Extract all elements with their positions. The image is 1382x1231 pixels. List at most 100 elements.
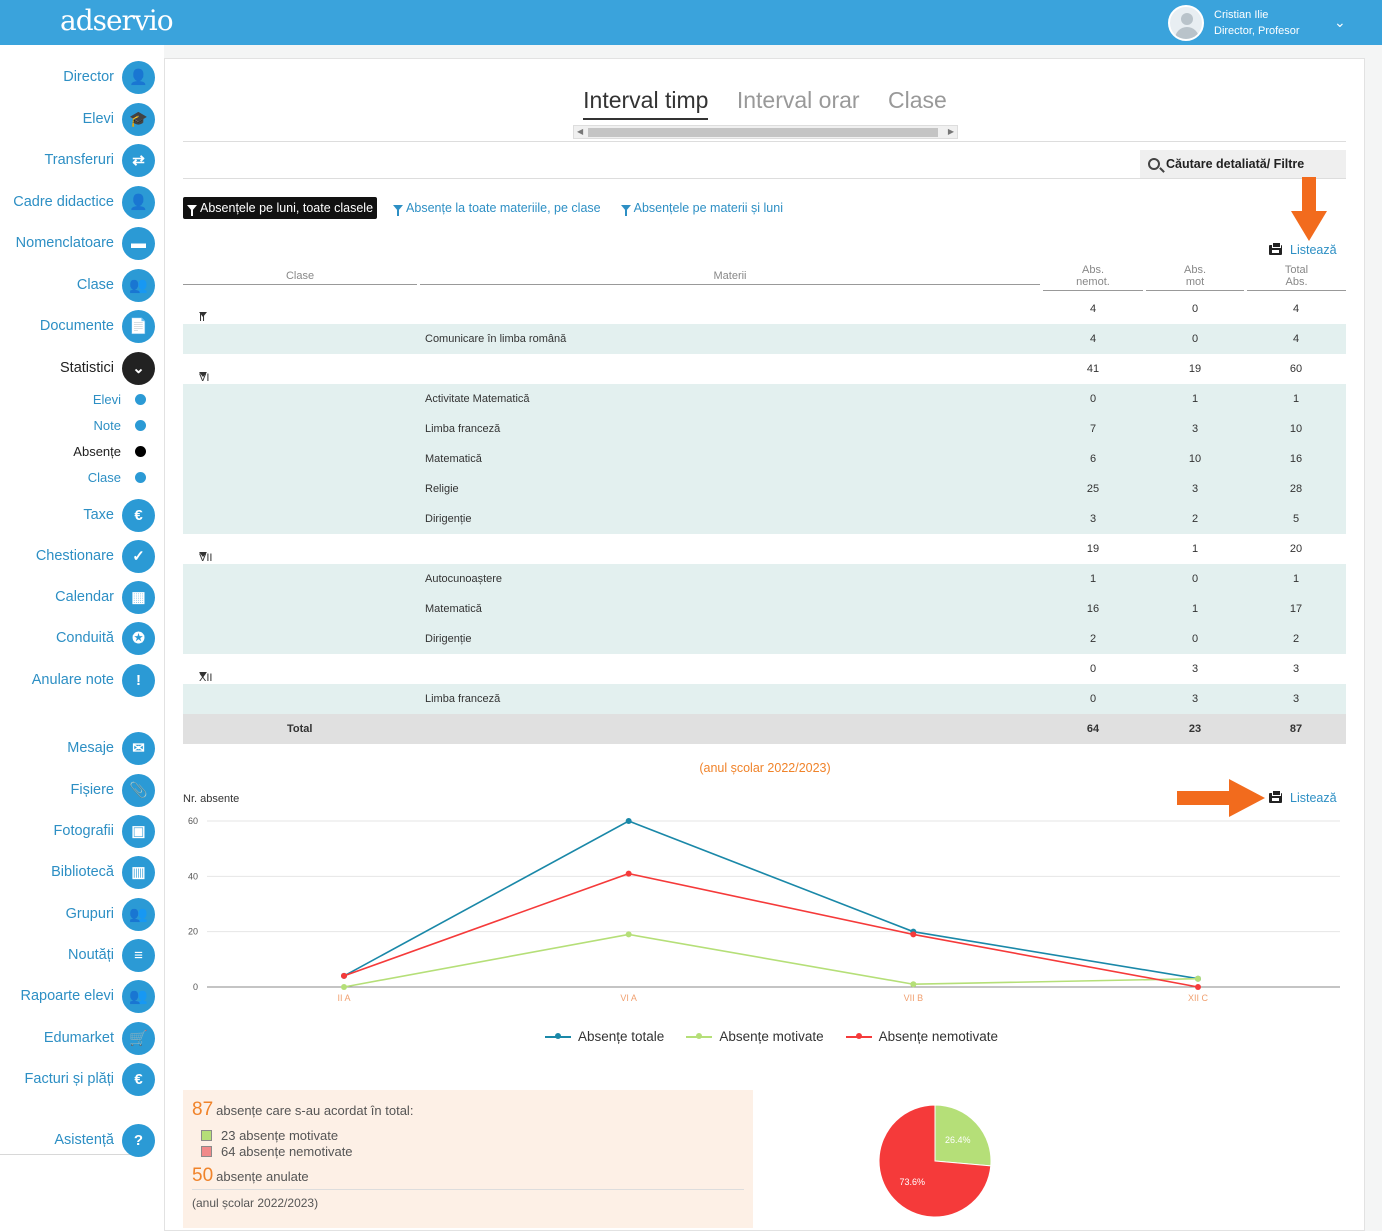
scroll-thumb[interactable] xyxy=(588,128,938,137)
abs-nemot-cell: 7 xyxy=(1089,423,1097,435)
series-line xyxy=(343,872,1199,988)
app-logo[interactable]: adservio xyxy=(60,4,174,37)
class-row[interactable]: II A404 xyxy=(183,294,1346,336)
summary-year: (anul școlar 2022/2023) xyxy=(192,1196,319,1210)
abs-mot-cell: 3 xyxy=(1191,693,1199,705)
sidebar-item-fotografii[interactable]: Fotografii ▣ xyxy=(54,814,155,848)
sidebar-item-chestionare[interactable]: Chestionare ✓ xyxy=(36,539,155,573)
subject-row: Matematică 6 10 16 xyxy=(183,444,1346,474)
sidebar-item-nomenclatoare[interactable]: Nomenclatoare ▬ xyxy=(16,226,155,260)
header-text: mot xyxy=(1185,276,1205,288)
print-table-link[interactable]: Listează xyxy=(1269,242,1337,257)
absences-pie-chart: 26.4% 73.6% xyxy=(878,1104,992,1218)
legend-item[interactable]: Absențe totale xyxy=(545,1029,664,1044)
sidebar-item-clase[interactable]: Clase 👥 xyxy=(77,268,155,302)
filter-label: Absențele pe materii și luni xyxy=(633,201,783,215)
abs-mot-cell: 1 xyxy=(1191,603,1199,615)
sidebar-item-mesaje[interactable]: Mesaje ✉ xyxy=(67,731,155,765)
legend-item[interactable]: Absențe nemotivate xyxy=(845,1029,998,1044)
tab-scrollbar[interactable]: ◀ ▶ xyxy=(573,125,958,139)
envelope-icon: ✉ xyxy=(122,731,155,765)
sidebar-item-fișiere[interactable]: Fișiere 📎 xyxy=(70,773,155,807)
sidebar-item-rapoarte-elevi[interactable]: Rapoarte elevi 👥 xyxy=(20,979,155,1013)
sidebar-item-director[interactable]: Director 👤 xyxy=(63,60,155,94)
sidebar-item-transferuri[interactable]: Transferuri ⇄ xyxy=(44,143,155,177)
col-total-abs: Total Abs. xyxy=(1247,264,1346,291)
abs-nemot-cell: 2 xyxy=(1089,633,1097,645)
sidebar-item-edumarket[interactable]: Edumarket 🛒 xyxy=(44,1021,155,1055)
filter-bar: Absențele pe luni, toate clasele Absențe… xyxy=(183,197,799,219)
tab-interval-timp[interactable]: Interval timp xyxy=(583,87,709,120)
cancelled-text: absențe anulate xyxy=(216,1169,309,1184)
data-point xyxy=(1195,984,1201,990)
sidebar-item-noutăți[interactable]: Noutăți ≡ xyxy=(68,938,155,972)
sidebar-subitem-note[interactable]: Note xyxy=(94,415,146,435)
total-label: Total xyxy=(287,723,313,735)
subject-row: Limba franceză 7 3 10 xyxy=(183,414,1346,444)
data-point xyxy=(341,972,347,979)
tab-interval-orar[interactable]: Interval orar xyxy=(736,87,860,113)
legend-item[interactable]: Absențe motivate xyxy=(686,1029,824,1044)
table-header: Clase Materii Abs. nemot. Abs. mot Total Ab… xyxy=(183,259,1346,294)
scroll-left-icon[interactable]: ◀ xyxy=(577,127,584,136)
euro-icon: € xyxy=(122,1062,155,1096)
detailed-search-button[interactable]: Căutare detaliată/ Filtre xyxy=(1140,150,1346,178)
sidebar-item-cadre-didactice[interactable]: Cadre didactice 👤 xyxy=(13,185,155,219)
abs-total-cell: 3 xyxy=(1292,663,1300,675)
caret-down-icon[interactable] xyxy=(199,372,207,377)
tab-clase[interactable]: Clase xyxy=(888,87,947,113)
sidebar-item-grupuri[interactable]: Grupuri 👥 xyxy=(66,897,155,931)
sidebar-item-label: Rapoarte elevi xyxy=(20,988,115,1004)
user-role: Director, Profesor xyxy=(1214,25,1300,37)
caret-down-icon[interactable] xyxy=(199,672,207,677)
filter-absences-by-month[interactable]: Absențele pe luni, toate clasele xyxy=(183,197,378,219)
caret-down-icon[interactable] xyxy=(199,552,207,557)
y-tick-label: 0 xyxy=(193,982,198,992)
sidebar-subitem-clase[interactable]: Clase xyxy=(88,467,146,487)
sidebar-item-facturi-și-plăți[interactable]: Facturi și plăți € xyxy=(25,1062,155,1096)
subject-name: Activitate Matematică xyxy=(425,393,530,405)
chevron-down-icon[interactable]: ⌄ xyxy=(1334,14,1346,30)
sidebar-item-taxe[interactable]: Taxe € xyxy=(83,498,155,532)
abs-total-cell: 17 xyxy=(1289,603,1303,615)
filter-icon xyxy=(187,205,197,216)
sidebar-item-bibliotecă[interactable]: Bibliotecă ▥ xyxy=(51,855,155,889)
print-chart-link[interactable]: Listează xyxy=(1269,790,1337,805)
class-row[interactable]: VI A411960 xyxy=(183,354,1346,396)
scroll-right-icon[interactable]: ▶ xyxy=(947,127,954,136)
avatar[interactable] xyxy=(1168,5,1204,41)
sidebar-item-statistici[interactable]: Statistici ⌄ xyxy=(60,351,155,385)
sidebar-item-elevi[interactable]: Elevi 🎓 xyxy=(83,102,155,136)
legend-label: Absențe motivate xyxy=(719,1029,824,1044)
euro-icon: € xyxy=(122,498,155,532)
sidebar-item-label: Calendar xyxy=(55,589,114,605)
caret-down-icon[interactable] xyxy=(199,312,207,317)
sidebar-item-help[interactable]: Asistență? xyxy=(54,1123,155,1157)
sidebar-subitem-elevi[interactable]: Elevi xyxy=(93,389,146,409)
filter-absences-by-subject[interactable]: Absențele pe materii și luni xyxy=(617,197,787,219)
y-tick-label: 20 xyxy=(188,927,198,937)
pie-slice[interactable] xyxy=(934,1104,992,1167)
class-row[interactable]: VII B19120 xyxy=(183,534,1346,576)
subject-row: Autocunoaștere 1 0 1 xyxy=(183,564,1346,594)
pie-slice[interactable] xyxy=(878,1104,992,1218)
class-row[interactable]: XII C033 xyxy=(183,654,1346,696)
paperclip-icon: 📎 xyxy=(122,773,155,807)
abs-total-cell: 10 xyxy=(1289,423,1303,435)
user-menu[interactable]: Cristian Ilie Director, Profesor xyxy=(1168,4,1300,42)
sidebar-item-anulare-note[interactable]: Anulare note! xyxy=(32,663,155,697)
sidebar-item-documente[interactable]: Documente 📄 xyxy=(40,309,155,343)
books-icon: ▥ xyxy=(122,855,155,889)
sidebar-item-label: Fișiere xyxy=(70,782,114,798)
abs-nemot-cell: 4 xyxy=(1089,333,1097,345)
sidebar-item-conduită[interactable]: Conduită ✪ xyxy=(56,621,155,655)
filter-absences-by-class[interactable]: Absențe la toate materiile, pe clase xyxy=(389,197,605,219)
divider xyxy=(183,178,1346,179)
sidebar-subitem-absențe[interactable]: Absențe xyxy=(73,441,146,461)
subject-name: Religie xyxy=(425,483,459,495)
subject-row: Activitate Matematică 0 1 1 xyxy=(183,384,1346,414)
x-tick-label: XII C xyxy=(1188,993,1209,1003)
abs-total-cell: 20 xyxy=(1289,543,1303,555)
nomenclature-icon: ▬ xyxy=(122,226,155,260)
sidebar-item-calendar[interactable]: Calendar ▦ xyxy=(55,580,155,614)
